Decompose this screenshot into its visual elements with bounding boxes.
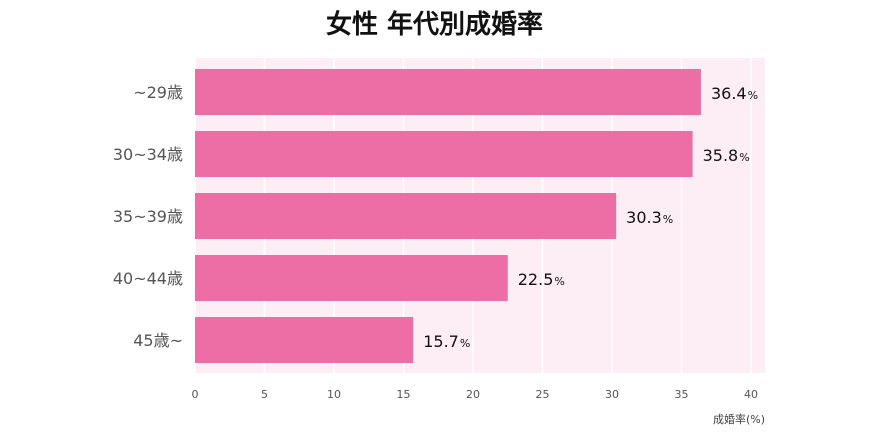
data-label: 35.8% bbox=[703, 146, 750, 165]
data-label-unit: % bbox=[554, 275, 564, 288]
data-label-value: 30.3 bbox=[626, 208, 662, 227]
x-axis-label: 成婚率(%) bbox=[713, 412, 765, 426]
data-label-value: 22.5 bbox=[518, 270, 554, 289]
data-label: 30.3% bbox=[626, 208, 673, 227]
data-label: 36.4% bbox=[711, 84, 758, 103]
x-tick-label: 20 bbox=[466, 388, 480, 401]
category-label: ~29歳 bbox=[133, 83, 183, 102]
x-tick-label: 15 bbox=[397, 388, 411, 401]
data-label-unit: % bbox=[663, 213, 673, 226]
category-label: 45歳~ bbox=[133, 331, 183, 350]
category-label: 30~34歳 bbox=[113, 145, 183, 164]
x-tick-label: 10 bbox=[327, 388, 341, 401]
category-label: 40~44歳 bbox=[113, 269, 183, 288]
bar bbox=[195, 69, 701, 115]
data-label-unit: % bbox=[739, 151, 749, 164]
x-tick-label: 30 bbox=[605, 388, 619, 401]
bars bbox=[195, 69, 701, 363]
category-label: 35~39歳 bbox=[113, 207, 183, 226]
data-label-value: 36.4 bbox=[711, 84, 747, 103]
data-label-value: 15.7 bbox=[423, 332, 459, 351]
bar bbox=[195, 255, 508, 301]
data-label-unit: % bbox=[748, 89, 758, 102]
bar bbox=[195, 131, 693, 177]
bar bbox=[195, 317, 414, 363]
x-tick-label: 0 bbox=[192, 388, 199, 401]
x-tick-label: 35 bbox=[675, 388, 689, 401]
data-label-value: 35.8 bbox=[703, 146, 739, 165]
data-label-unit: % bbox=[460, 337, 470, 350]
x-tick-label: 40 bbox=[744, 388, 758, 401]
data-label: 22.5% bbox=[518, 270, 565, 289]
labels: 0 5 10 15 20 25 30 35 40 ~29歳 36.4% 30~34歳 35.8% 35~3… bbox=[113, 83, 758, 401]
x-tick-label: 25 bbox=[536, 388, 550, 401]
chart-title: 女性 年代別成婚率 bbox=[325, 10, 544, 40]
data-label: 15.7% bbox=[423, 332, 470, 351]
x-tick-label: 5 bbox=[261, 388, 268, 401]
bar bbox=[195, 193, 617, 239]
